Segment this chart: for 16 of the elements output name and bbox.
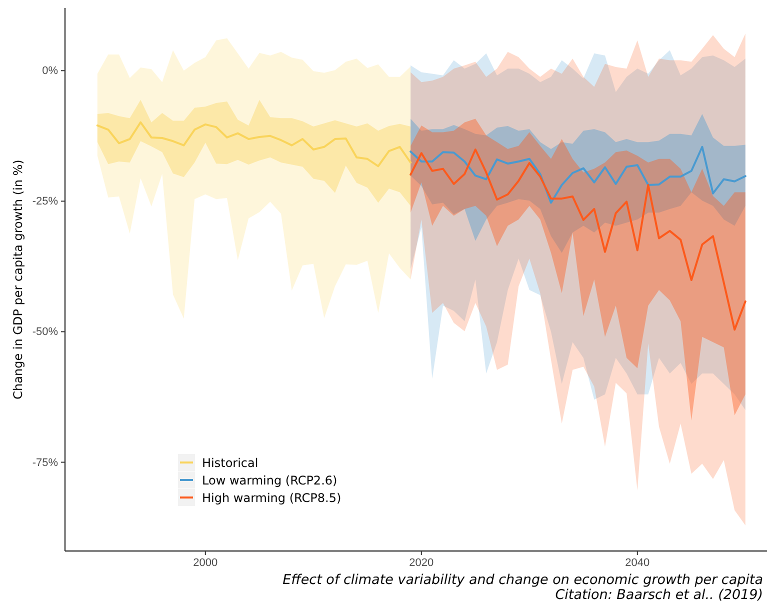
line-series [410,148,746,331]
line-series [410,146,746,204]
x-tick-label: 2020 [409,556,434,569]
legend-label: Historical [202,456,258,470]
y-tick-label: -25% [32,196,58,208]
y-axis-title: Change in GDP per capita growth (in %) [11,160,25,400]
legend-label: High warming (RCP8.5) [202,491,342,505]
x-tick-label: 2000 [193,556,218,569]
y-tick-label: -50% [32,326,58,338]
x-tick-label: 2040 [625,556,650,569]
line-series [96,121,412,168]
legend-label: Low warming (RCP2.6) [202,474,338,488]
text: Citation: Baarsch et al.. (2019) [555,587,763,601]
text: Effect of climate variability and change on economic growth per capita [282,572,763,588]
y-tick-label: -75% [32,456,58,469]
y-tick-label: 0% [42,65,58,78]
